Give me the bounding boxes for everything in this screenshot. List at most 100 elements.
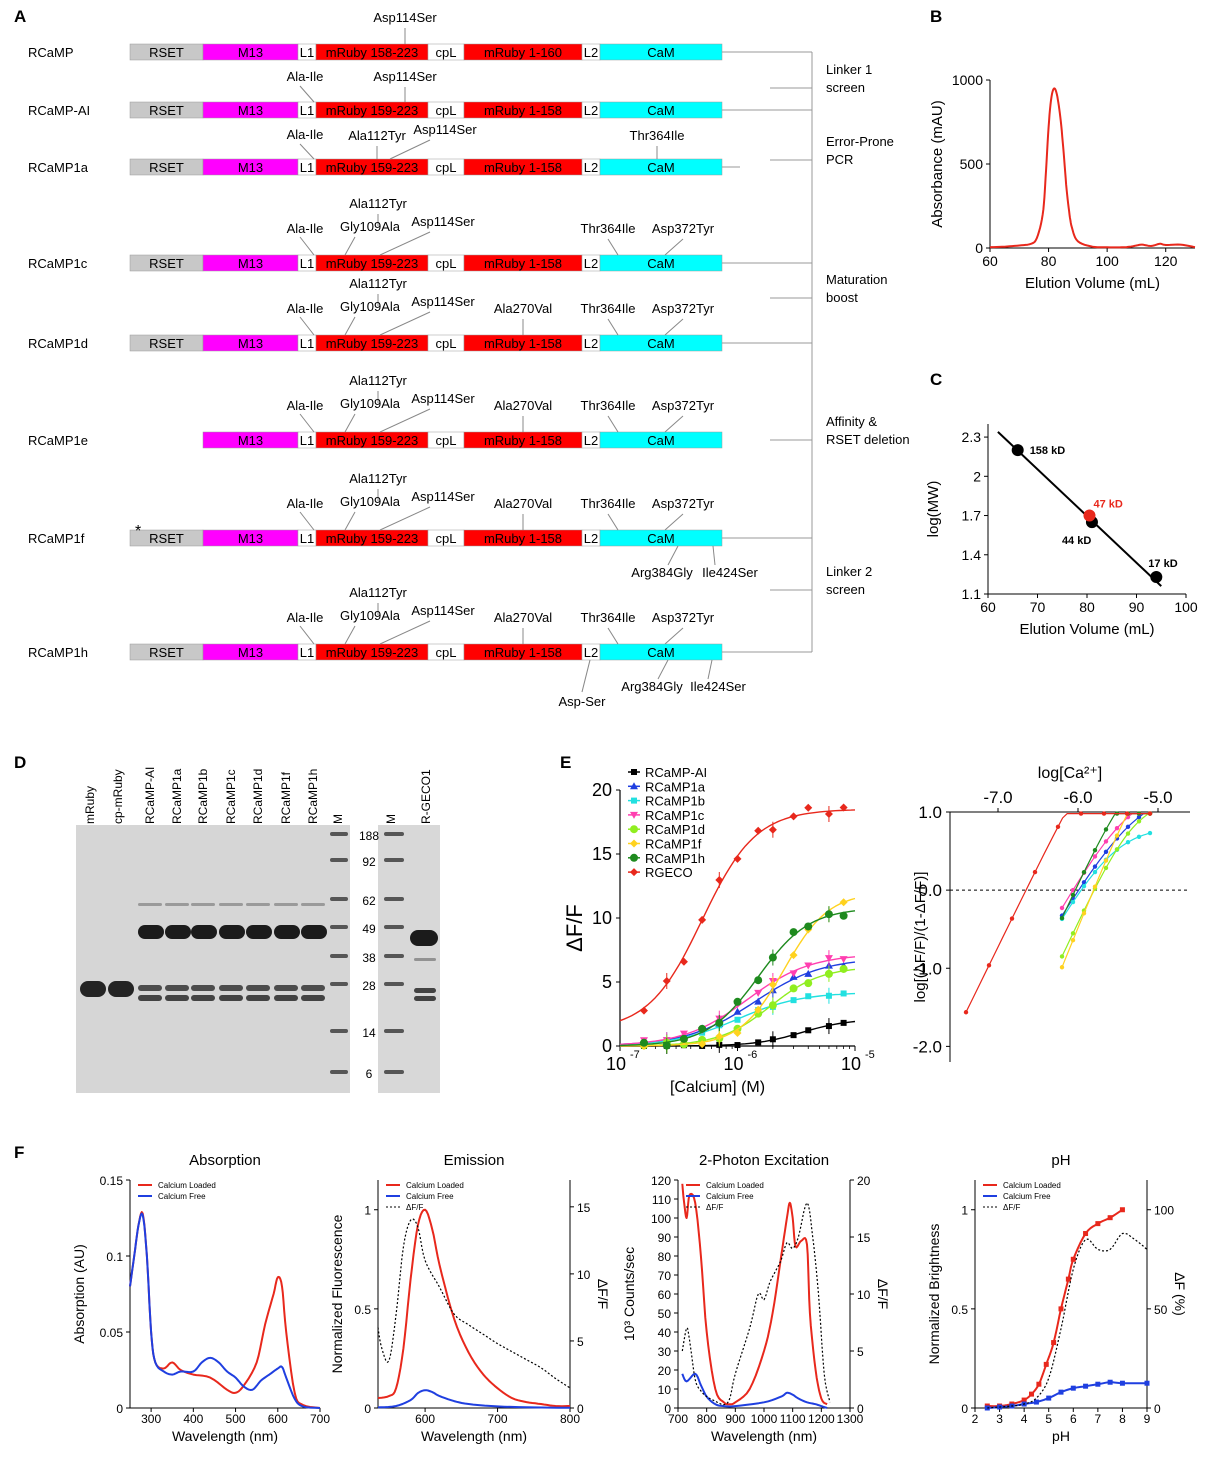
x-tick-label: 300 bbox=[141, 1412, 161, 1426]
series-line bbox=[129, 1211, 321, 1409]
gel-band bbox=[246, 995, 270, 1001]
data-point bbox=[1092, 869, 1098, 875]
data-point bbox=[805, 993, 812, 1000]
mutation-label: Ala112Tyr bbox=[349, 471, 407, 486]
lane-label: R-GECO1 bbox=[419, 769, 433, 824]
ladder-label: 28 bbox=[362, 979, 376, 993]
data-point bbox=[734, 1016, 741, 1023]
data-point bbox=[1114, 833, 1120, 838]
dff-line bbox=[987, 1232, 1148, 1409]
segment-label: L1 bbox=[300, 645, 314, 660]
y-tick-label: 0 bbox=[116, 1402, 123, 1416]
data-point bbox=[1011, 444, 1024, 457]
data-point bbox=[1051, 1340, 1057, 1346]
panel-letter-c: C bbox=[930, 370, 942, 389]
step-label: boost bbox=[826, 290, 858, 305]
segment-label: M13 bbox=[238, 336, 263, 351]
mutation-label: Ala-Ile bbox=[287, 398, 324, 413]
chart-title: 2-Photon Excitation bbox=[699, 1152, 829, 1169]
gel-band bbox=[301, 995, 325, 1001]
segment-label: M13 bbox=[238, 160, 263, 175]
data-point bbox=[1078, 811, 1084, 816]
data-point bbox=[630, 853, 638, 862]
gel-band bbox=[274, 903, 298, 906]
legend-label: RCaMP1b bbox=[645, 794, 705, 809]
data-point bbox=[1103, 858, 1109, 863]
mutation-label: Thr364Ile bbox=[630, 128, 685, 143]
mutation-label: Asp114Ser bbox=[411, 391, 475, 406]
data-point bbox=[1103, 865, 1109, 871]
gel-band bbox=[138, 903, 162, 906]
ladder-label: 188 bbox=[359, 829, 379, 843]
data-point bbox=[986, 963, 992, 968]
gel-band bbox=[330, 832, 348, 836]
data-point bbox=[789, 812, 798, 821]
gel-band bbox=[301, 903, 325, 906]
data-point bbox=[1119, 1207, 1125, 1213]
data-point bbox=[1147, 830, 1153, 836]
legend-label: RCaMP1a bbox=[645, 779, 706, 794]
mutation-pointer bbox=[379, 620, 431, 645]
x-tick-exponent: -6 bbox=[748, 1049, 758, 1061]
data-point bbox=[1059, 905, 1065, 911]
series-line bbox=[129, 1212, 321, 1409]
chart-title: pH bbox=[1051, 1152, 1070, 1169]
mutation-label: Gly109Ala bbox=[340, 494, 401, 509]
segment-label: RSET bbox=[149, 531, 184, 546]
mutation-label: Ala270Val bbox=[494, 610, 552, 625]
mutation-pointer bbox=[657, 659, 669, 680]
segment-label: L2 bbox=[584, 103, 598, 118]
gel-band bbox=[384, 925, 404, 929]
fit-curve bbox=[965, 812, 1150, 1013]
segment-label: cpL bbox=[436, 531, 457, 546]
data-point bbox=[1065, 1276, 1071, 1282]
gel-band bbox=[246, 985, 270, 991]
mutation-pointer bbox=[344, 236, 356, 256]
data-point bbox=[1125, 840, 1131, 845]
data-point bbox=[789, 970, 798, 978]
x-axis-label: [Calcium] (M) bbox=[670, 1079, 765, 1096]
data-point bbox=[804, 922, 813, 931]
data-point bbox=[754, 826, 763, 835]
mutation-label: Ala270Val bbox=[494, 496, 552, 511]
y-tick-label: 0 bbox=[664, 1402, 671, 1416]
mutation-pointer bbox=[299, 143, 315, 160]
data-point bbox=[1070, 1385, 1076, 1391]
legend-label: RCaMP1f bbox=[645, 837, 702, 852]
data-point bbox=[1059, 965, 1065, 970]
x-tick-label: 4 bbox=[1021, 1412, 1028, 1426]
y-tick-label: 10 bbox=[592, 908, 612, 928]
mutation-pointer bbox=[299, 236, 315, 256]
data-point bbox=[839, 956, 848, 964]
segment-label: M13 bbox=[238, 645, 263, 660]
data-point bbox=[1070, 1256, 1076, 1262]
data-point bbox=[1103, 839, 1109, 844]
x-tick-label: 3 bbox=[996, 1412, 1003, 1426]
segment-label: RSET bbox=[149, 645, 184, 660]
y-tick-label: 20 bbox=[592, 780, 612, 800]
gel-band bbox=[165, 995, 189, 1001]
construct-name: RCaMP1f bbox=[28, 531, 85, 546]
y-tick-label: 30 bbox=[658, 1345, 672, 1359]
data-point bbox=[1144, 1380, 1150, 1386]
x-axis-label: log[Ca²⁺] bbox=[1038, 765, 1102, 782]
data-point bbox=[639, 1006, 648, 1015]
mutation-pointer bbox=[664, 238, 684, 256]
data-point bbox=[733, 997, 742, 1006]
gel-band bbox=[330, 954, 348, 958]
segment-label: CaM bbox=[647, 256, 674, 271]
mutation-label: Ala-Ile bbox=[287, 127, 324, 142]
lane-label: mRuby bbox=[83, 786, 97, 824]
step-label: screen bbox=[826, 80, 865, 95]
y-tick-label: 15 bbox=[592, 844, 612, 864]
gel-band bbox=[301, 985, 325, 991]
segment-label: L1 bbox=[300, 531, 314, 546]
construct-name: RCaMP1h bbox=[28, 645, 88, 660]
mutation-label: Asp114Ser bbox=[411, 294, 475, 309]
gel-left bbox=[76, 825, 350, 1093]
mutation-label: Ala112Tyr bbox=[349, 276, 407, 291]
segment-label: mRuby 1-158 bbox=[484, 160, 562, 175]
data-point bbox=[639, 1038, 648, 1047]
gel-band bbox=[274, 985, 298, 991]
y-axis-label: log(MW) bbox=[925, 481, 942, 538]
